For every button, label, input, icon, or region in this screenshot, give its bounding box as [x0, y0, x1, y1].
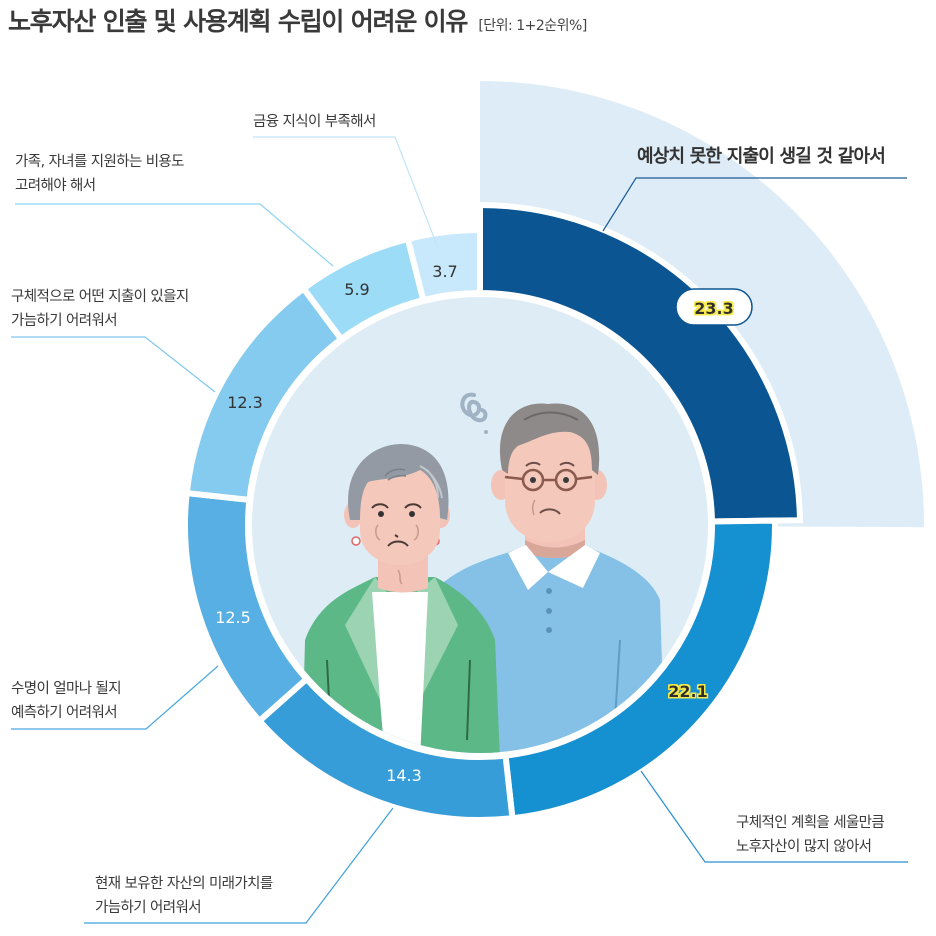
label-seg4-line2: 가늠하기 어려워서: [11, 313, 118, 329]
label-seg2: 현재 보유한 자산의 미래가치를 가늠하기 어려워서: [95, 872, 273, 920]
value-seg1: 22.1: [668, 682, 707, 701]
label-seg0-line1: 예상치 못한 지출이 생길 것 같아서: [637, 146, 886, 167]
value-seg3: 12.5: [215, 608, 251, 627]
label-seg2-line1: 현재 보유한 자산의 미래가치를: [95, 876, 273, 892]
worry-squiggle-icon: [460, 392, 488, 434]
label-seg3: 수명이 얼마나 될지 예측하기 어려워서: [11, 677, 122, 725]
label-seg3-line1: 수명이 얼마나 될지: [11, 681, 122, 697]
value-seg0: 23.3: [694, 299, 733, 318]
label-seg6-line1: 금융 지식이 부족해서: [253, 114, 376, 130]
value-seg6: 3.7: [432, 262, 457, 281]
label-seg3-line2: 예측하기 어려워서: [11, 705, 118, 721]
chart-title: 노후자산 인출 및 사용계획 수립이 어려운 이유 [단위: 1+2순위%]: [8, 2, 587, 38]
value-seg5: 5.9: [344, 280, 369, 299]
value-pill-seg0: [675, 288, 753, 326]
title-main: 노후자산 인출 및 사용계획 수립이 어려운 이유: [8, 7, 468, 36]
label-seg1: 구체적인 계획을 세울만큼 노후자산이 많지 않아서: [736, 811, 885, 859]
leader-line-seg0: [602, 177, 907, 232]
label-seg5-line2: 고려해야 해서: [15, 178, 96, 194]
leader-line-seg4: [11, 336, 216, 393]
value-labels: 23.3 22.1 14.3 12.5 12.3 5.9 3.7: [215, 262, 753, 785]
value-seg4: 12.3: [227, 393, 263, 412]
leader-line-seg2: [84, 807, 394, 924]
label-seg5: 가족, 자녀를 지원하는 비용도 고려해야 해서: [15, 150, 185, 198]
label-seg5-line1: 가족, 자녀를 지원하는 비용도: [15, 154, 185, 170]
label-seg1-line2: 노후자산이 많지 않아서: [736, 839, 872, 855]
value-seg2: 14.3: [386, 766, 422, 785]
title-unit: [단위: 1+2순위%]: [478, 18, 587, 34]
leader-line-seg6: [253, 136, 439, 249]
label-seg1-line1: 구체적인 계획을 세울만큼: [736, 815, 885, 831]
label-seg2-line2: 가늠하기 어려워서: [95, 900, 202, 916]
label-seg6: 금융 지식이 부족해서: [253, 110, 376, 134]
leader-line-seg1: [640, 770, 908, 863]
leader-line-seg5: [15, 203, 334, 267]
label-seg4: 구체적으로 어떤 지출이 있을지 가늠하기 어려워서: [11, 285, 189, 333]
label-seg0: 예상치 못한 지출이 생길 것 같아서: [637, 145, 886, 169]
leader-lines: [11, 136, 908, 924]
label-seg4-line1: 구체적으로 어떤 지출이 있을지: [11, 289, 189, 305]
leader-line-seg3: [11, 665, 219, 730]
